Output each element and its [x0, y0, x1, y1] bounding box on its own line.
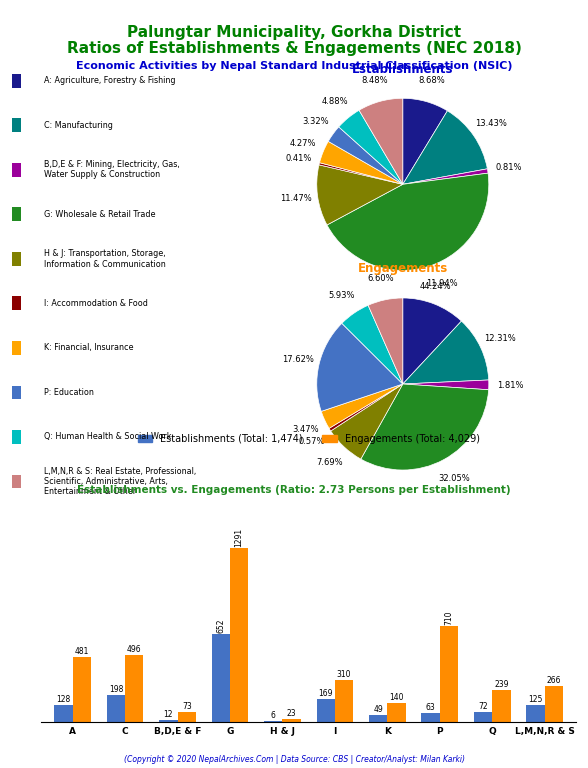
Text: 13.43%: 13.43%: [475, 119, 507, 127]
Text: B,D,E & F: Mining, Electricity, Gas,
Water Supply & Construction: B,D,E & F: Mining, Electricity, Gas, Wat…: [44, 160, 180, 180]
Text: 6: 6: [271, 711, 276, 720]
Text: 32.05%: 32.05%: [438, 474, 470, 483]
Text: 72: 72: [478, 702, 488, 711]
Bar: [178, 712, 196, 722]
Text: 0.81%: 0.81%: [496, 163, 522, 172]
Wedge shape: [321, 384, 403, 429]
Text: 140: 140: [389, 693, 404, 702]
Bar: [474, 712, 492, 722]
Bar: [230, 548, 248, 722]
Text: Establishments vs. Engagements (Ratio: 2.73 Persons per Establishment): Establishments vs. Engagements (Ratio: 2…: [77, 485, 511, 495]
Text: 198: 198: [109, 685, 123, 694]
Bar: [369, 715, 387, 722]
Text: 0.57%: 0.57%: [299, 437, 325, 445]
Wedge shape: [319, 141, 403, 184]
Bar: [440, 627, 458, 722]
Text: A: Agriculture, Forestry & Fishing: A: Agriculture, Forestry & Fishing: [44, 76, 176, 85]
Bar: [387, 703, 406, 722]
Text: 0.41%: 0.41%: [285, 154, 312, 163]
Text: 481: 481: [75, 647, 89, 656]
Text: 4.88%: 4.88%: [321, 97, 348, 106]
Wedge shape: [339, 111, 403, 184]
Text: Palungtar Municipality, Gorkha District: Palungtar Municipality, Gorkha District: [127, 25, 461, 40]
Title: Engagements: Engagements: [358, 263, 448, 275]
Bar: [212, 634, 230, 722]
Text: 49: 49: [373, 705, 383, 714]
Text: G: Wholesale & Retail Trade: G: Wholesale & Retail Trade: [44, 210, 156, 219]
Text: L,M,N,R & S: Real Estate, Professional,
Scientific, Administrative, Arts,
Entert: L,M,N,R & S: Real Estate, Professional, …: [44, 467, 196, 496]
Text: 266: 266: [547, 676, 561, 685]
Bar: [335, 680, 353, 722]
Bar: [492, 690, 510, 722]
Wedge shape: [330, 384, 403, 459]
Bar: [125, 655, 143, 722]
Wedge shape: [361, 384, 489, 470]
Text: Q: Human Health & Social Work: Q: Human Health & Social Work: [44, 432, 172, 442]
Bar: [107, 695, 125, 722]
Text: 239: 239: [495, 680, 509, 689]
Wedge shape: [317, 165, 403, 225]
Text: K: Financial, Insurance: K: Financial, Insurance: [44, 343, 133, 353]
Wedge shape: [403, 98, 447, 184]
Text: Ratios of Establishments & Engagements (NEC 2018): Ratios of Establishments & Engagements (…: [66, 41, 522, 56]
Text: P: Education: P: Education: [44, 388, 94, 397]
Wedge shape: [403, 298, 462, 384]
Text: 23: 23: [287, 709, 296, 718]
Text: 310: 310: [337, 670, 352, 679]
Text: 63: 63: [426, 703, 436, 713]
Wedge shape: [403, 380, 489, 389]
Text: 652: 652: [216, 619, 225, 633]
Text: 1.81%: 1.81%: [497, 381, 523, 389]
Text: 125: 125: [529, 695, 543, 704]
Bar: [54, 705, 73, 722]
Legend: Establishments (Total: 1,474), Engagements (Total: 4,029): Establishments (Total: 1,474), Engagemen…: [134, 430, 483, 448]
Text: 73: 73: [182, 702, 192, 711]
Text: 3.47%: 3.47%: [292, 425, 319, 434]
Text: 11.94%: 11.94%: [426, 280, 458, 289]
Text: 710: 710: [445, 611, 453, 625]
Text: Economic Activities by Nepal Standard Industrial Classification (NSIC): Economic Activities by Nepal Standard In…: [76, 61, 512, 71]
Text: 3.32%: 3.32%: [302, 117, 329, 126]
Text: I: Accommodation & Food: I: Accommodation & Food: [44, 299, 148, 308]
Wedge shape: [359, 98, 403, 184]
Bar: [159, 720, 178, 722]
Text: C: Manufacturing: C: Manufacturing: [44, 121, 113, 130]
Text: 8.68%: 8.68%: [419, 76, 445, 85]
Bar: [526, 705, 544, 722]
Bar: [422, 713, 440, 722]
Text: 169: 169: [319, 689, 333, 698]
Text: H & J: Transportation, Storage,
Information & Communication: H & J: Transportation, Storage, Informat…: [44, 249, 166, 269]
Text: 6.60%: 6.60%: [368, 274, 394, 283]
Wedge shape: [368, 298, 403, 384]
Bar: [282, 719, 301, 722]
Text: 128: 128: [56, 694, 71, 703]
Wedge shape: [403, 321, 489, 384]
Wedge shape: [327, 173, 489, 270]
Text: 12.31%: 12.31%: [485, 334, 516, 343]
Text: (Copyright © 2020 NepalArchives.Com | Data Source: CBS | Creator/Analyst: Milan : (Copyright © 2020 NepalArchives.Com | Da…: [123, 755, 465, 764]
Text: 11.47%: 11.47%: [280, 194, 312, 203]
Text: 1291: 1291: [235, 528, 243, 548]
Text: 12: 12: [163, 710, 173, 719]
Bar: [73, 657, 91, 722]
Bar: [264, 721, 282, 722]
Title: Establishments: Establishments: [352, 63, 453, 75]
Bar: [544, 686, 563, 722]
Wedge shape: [342, 305, 403, 384]
Text: 4.27%: 4.27%: [290, 139, 316, 148]
Wedge shape: [319, 163, 403, 184]
Wedge shape: [317, 323, 403, 412]
Text: 496: 496: [127, 645, 142, 654]
Wedge shape: [403, 111, 487, 184]
Wedge shape: [328, 127, 403, 184]
Text: 17.62%: 17.62%: [282, 355, 314, 364]
Text: 7.69%: 7.69%: [316, 458, 343, 467]
Text: 8.48%: 8.48%: [361, 76, 387, 85]
Wedge shape: [403, 169, 488, 184]
Text: 5.93%: 5.93%: [329, 291, 355, 300]
Wedge shape: [329, 384, 403, 431]
Bar: [316, 699, 335, 722]
Text: 44.24%: 44.24%: [420, 282, 452, 291]
